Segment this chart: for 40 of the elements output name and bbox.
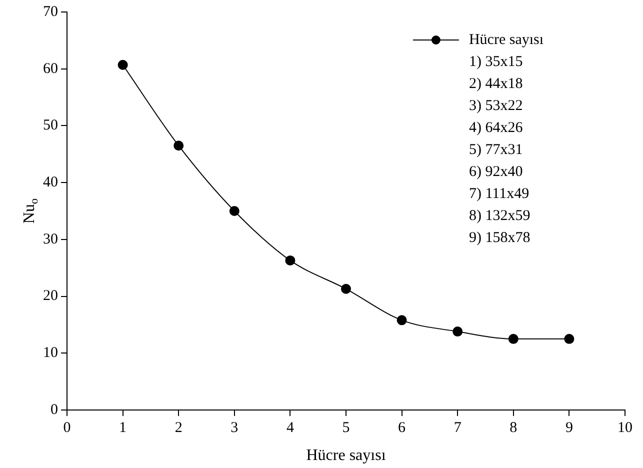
x-tick-label: 2	[174, 420, 182, 436]
y-tick-label: 0	[50, 402, 58, 418]
y-tick-label: 70	[43, 4, 58, 20]
point	[452, 326, 463, 337]
y-tick-label: 20	[43, 288, 58, 304]
annotation: 7) 111x49	[468, 186, 530, 202]
x-tick-label: 0	[63, 420, 71, 436]
y-axis-title: Nuo	[21, 198, 41, 224]
point	[118, 60, 128, 70]
x-axis-title: Hücre sayısı	[306, 447, 386, 464]
x-tick-label: 1	[119, 420, 127, 436]
x-tick-label: 9	[565, 420, 573, 436]
y-tick-label: 40	[43, 174, 58, 191]
annotation: 4) 64x26	[468, 120, 524, 136]
point	[174, 140, 184, 151]
annotation: 5) 77x31	[468, 142, 523, 158]
point	[229, 206, 240, 216]
annotation: 2) 44x18	[468, 76, 523, 92]
point	[508, 334, 518, 344]
y-tick-label: 30	[43, 231, 58, 248]
x-tick-label: 4	[286, 420, 294, 436]
point	[396, 315, 407, 326]
x-tick-label: 7	[454, 420, 462, 436]
x-tick-label: 10	[618, 420, 632, 436]
annotation: 1) 35x15	[468, 54, 523, 70]
point	[564, 334, 574, 344]
annotation: 9) 158x78	[468, 230, 530, 246]
x-tick-label: 3	[230, 420, 238, 436]
annotation: 3) 53x22	[468, 98, 523, 114]
point	[341, 284, 351, 294]
annotation: 6) 92x40	[468, 164, 523, 180]
y-tick-label: 10	[43, 345, 58, 362]
x-tick-label: 5	[342, 420, 350, 436]
legend-label: Hücre sayısı	[468, 32, 544, 48]
annotation: 8) 132x59	[468, 208, 530, 224]
x-tick-label: 8	[510, 420, 518, 436]
x-tick-label: 6	[398, 420, 406, 436]
y-tick-label: 60	[43, 60, 58, 77]
y-tick-label: 50	[43, 118, 58, 134]
point	[285, 255, 296, 266]
